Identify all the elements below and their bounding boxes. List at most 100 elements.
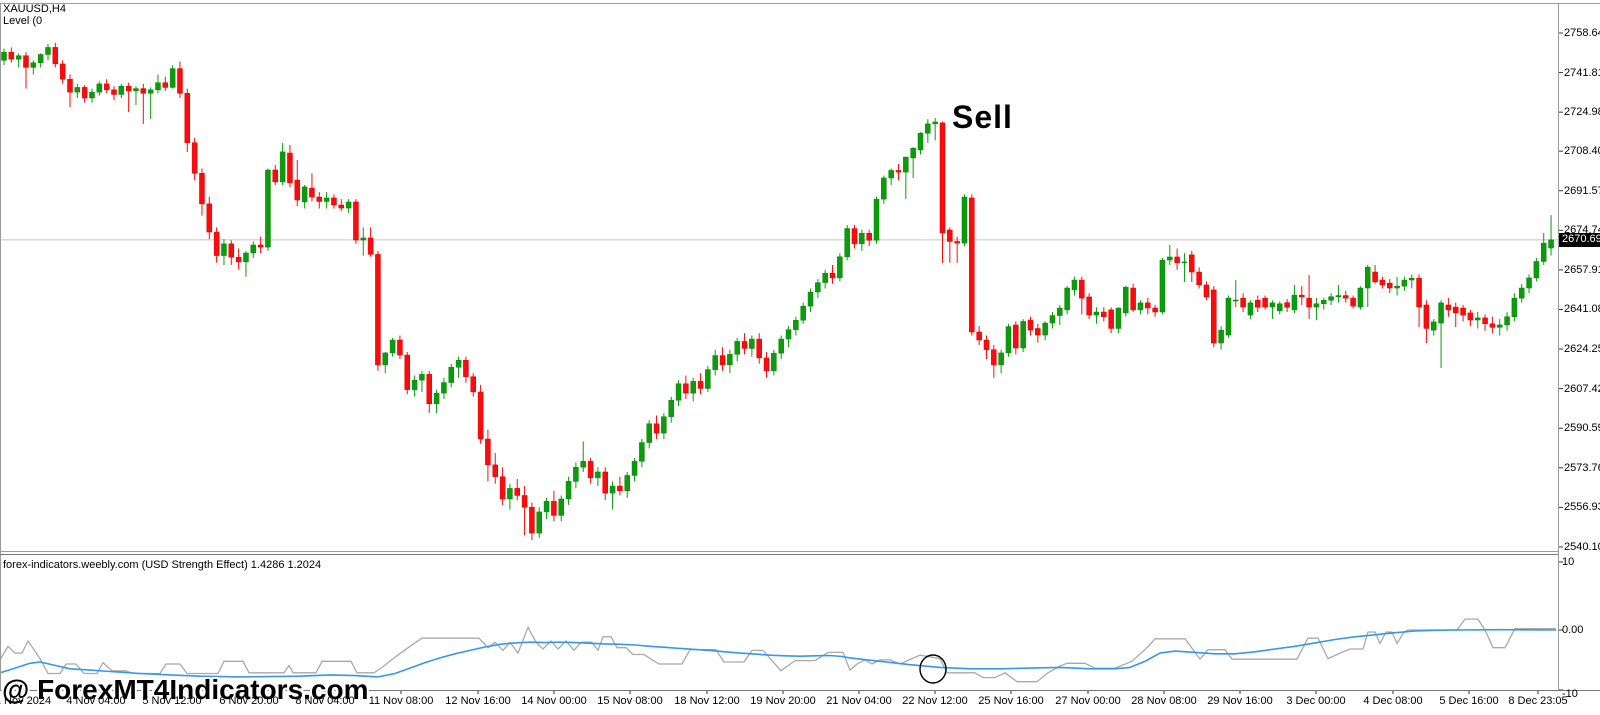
candle-body xyxy=(822,272,828,283)
candle-body xyxy=(925,123,931,134)
pane-separator-top[interactable] xyxy=(0,551,1558,552)
candle-body xyxy=(470,376,476,393)
candle-body xyxy=(1328,296,1334,301)
candle-body xyxy=(397,339,403,356)
candle-body xyxy=(45,47,51,55)
candle-body xyxy=(756,338,762,359)
top-frame xyxy=(0,3,1600,4)
candle-body xyxy=(661,416,667,434)
time-tick-label: 19 Nov 20:00 xyxy=(750,695,816,707)
candle-body xyxy=(998,352,1004,366)
candle-body xyxy=(741,341,748,349)
price-tick-label: 2556.935 xyxy=(1564,501,1600,514)
candle-body xyxy=(1247,302,1254,316)
candle-body xyxy=(67,78,73,93)
candle-body xyxy=(1321,300,1327,305)
candle-body xyxy=(1408,277,1415,281)
sell-annotation: Sell xyxy=(952,99,1013,135)
candle-body xyxy=(1057,307,1063,316)
candle-body xyxy=(521,495,528,508)
time-tick-label: 25 Nov 16:00 xyxy=(978,695,1044,707)
time-tick-label: 28 Nov 08:00 xyxy=(1131,695,1197,707)
candle-body xyxy=(639,442,645,462)
left-frame xyxy=(0,3,1,691)
candle-body xyxy=(844,228,850,258)
candle-body xyxy=(1284,302,1290,308)
bottom-frame xyxy=(0,690,1600,691)
candle-body xyxy=(125,85,132,92)
level-indicator-label: Level (0 xyxy=(3,15,43,27)
current-price-badge: 2670.694 xyxy=(1559,232,1600,247)
candle-body xyxy=(705,369,711,389)
candle-body xyxy=(1093,311,1100,316)
candle-body xyxy=(1027,319,1034,331)
indicator-axis-label: -10 xyxy=(1562,688,1578,700)
pane-separator-bottom[interactable] xyxy=(0,554,1558,555)
candle-body xyxy=(1211,289,1217,344)
candle-body xyxy=(983,339,990,350)
candle-body xyxy=(492,464,498,477)
candle-body xyxy=(250,244,257,254)
candle-body xyxy=(169,68,176,88)
candle-body xyxy=(360,237,367,241)
time-tick-label: 12 Nov 16:00 xyxy=(445,695,511,707)
candle-body xyxy=(829,272,836,279)
axis-frame xyxy=(1558,3,1559,691)
candle-body xyxy=(287,152,293,184)
candle-body xyxy=(345,201,352,209)
candle-body xyxy=(23,55,29,68)
time-tick-label: 4 Dec 08:00 xyxy=(1363,695,1423,707)
candle-body xyxy=(1225,297,1232,336)
candle-body xyxy=(1518,287,1525,299)
candle-body xyxy=(1005,326,1012,354)
candle-body xyxy=(573,466,579,482)
candle-body xyxy=(947,229,953,242)
candle-body xyxy=(426,374,433,404)
indicator-name-label: forex-indicators.weebly.com (USD Strengt… xyxy=(3,559,322,571)
candle-body xyxy=(1,51,7,61)
candle-body xyxy=(1335,295,1342,297)
candle-body xyxy=(419,374,425,381)
candle-body xyxy=(866,232,872,241)
candle-body xyxy=(206,203,213,233)
candle-body xyxy=(338,204,345,209)
candle-body xyxy=(294,179,301,201)
candle-body xyxy=(1255,300,1261,308)
candle-body xyxy=(881,177,887,200)
candle-body xyxy=(932,121,938,125)
time-tick-label: 5 Dec 16:00 xyxy=(1439,695,1499,707)
candle-body xyxy=(1101,311,1107,317)
candle-body xyxy=(969,197,975,333)
candle-body xyxy=(507,488,513,500)
candle-body xyxy=(529,506,535,534)
candle-body xyxy=(1042,322,1048,336)
candle-body xyxy=(133,88,139,92)
candle-body xyxy=(309,187,315,198)
circle-annotation xyxy=(919,654,947,684)
time-tick-label: 15 Nov 08:00 xyxy=(597,695,663,707)
candle-body xyxy=(1123,286,1129,314)
candle-body xyxy=(1145,302,1151,309)
candle-body xyxy=(536,511,542,534)
candle-body xyxy=(1452,306,1459,314)
candle-body xyxy=(1218,329,1224,344)
candle-body xyxy=(961,196,968,244)
candle-body xyxy=(221,243,227,256)
candle-body xyxy=(1504,316,1510,326)
price-tick-label: 2724.980 xyxy=(1564,106,1600,119)
candle-body xyxy=(1365,266,1371,289)
candle-body xyxy=(1108,309,1114,329)
candle-body xyxy=(441,382,447,394)
candle-body xyxy=(243,252,249,263)
candle-body xyxy=(411,379,418,390)
candle-body xyxy=(903,156,909,173)
candle-body xyxy=(749,338,755,349)
candle-body xyxy=(895,170,902,173)
candle-body xyxy=(514,488,520,496)
candle-body xyxy=(683,383,689,394)
time-tick-label: 6 Nov 20:00 xyxy=(219,695,279,707)
candle-body xyxy=(191,142,198,174)
candle-body xyxy=(1064,287,1070,311)
